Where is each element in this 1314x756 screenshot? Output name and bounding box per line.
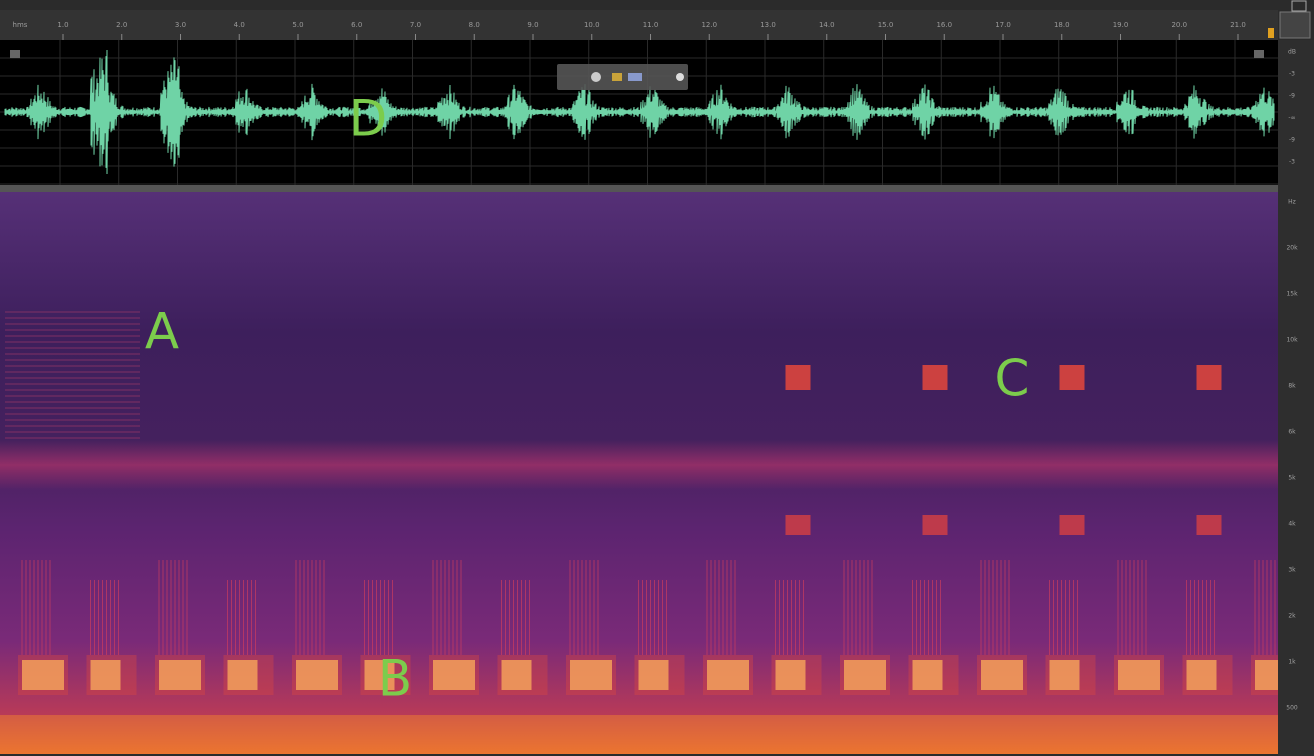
zoom-button[interactable]	[1280, 12, 1310, 38]
hud-toolbar[interactable]	[557, 64, 688, 90]
playhead[interactable]	[1268, 28, 1274, 38]
frequency-label: Hz	[1288, 199, 1296, 206]
syllable-edge	[1183, 655, 1233, 695]
syllable-edge	[1046, 655, 1096, 695]
ruler-label: 18.0	[1054, 21, 1070, 29]
amplitude-label: dB	[1288, 49, 1296, 56]
hud-button[interactable]	[676, 73, 684, 81]
ruler-label: 1.0	[57, 21, 68, 29]
amplitude-label: -9	[1289, 93, 1295, 100]
annotation: C	[995, 350, 1030, 408]
time-ruler	[0, 10, 1278, 40]
ruler-label: 4.0	[234, 21, 245, 29]
syllable-edge	[224, 655, 274, 695]
hud-button[interactable]	[591, 72, 601, 82]
ruler-label: 5.0	[292, 21, 303, 29]
ruler-label: 6.0	[351, 21, 362, 29]
hud-button[interactable]	[628, 73, 642, 81]
syllable-edge	[292, 655, 342, 695]
syllable-edge	[635, 655, 685, 695]
ruler-label: 20.0	[1171, 21, 1187, 29]
editor: hms 1.0 2.0 3.0 4.0 5.0 6.0 7.0 8.0 9.0 10.0 11.0 12…	[0, 0, 1314, 756]
call	[1197, 515, 1222, 535]
annotation: D	[349, 90, 388, 148]
frequency-label: 6k	[1288, 429, 1296, 436]
frequency-label: 5k	[1288, 475, 1296, 482]
frequency-label: 1k	[1288, 659, 1296, 666]
syllable-edge	[977, 655, 1027, 695]
ruler-label: 2.0	[116, 21, 127, 29]
syllable-edge	[429, 655, 479, 695]
call	[786, 515, 811, 535]
hud-button[interactable]	[612, 73, 622, 81]
frequency-label: 15k	[1286, 291, 1298, 298]
frequency-label: 20k	[1286, 245, 1298, 252]
amplitude-label: -9	[1289, 137, 1295, 144]
call	[923, 365, 948, 390]
frequency-label: 10k	[1286, 337, 1298, 344]
frequency-label: 4k	[1288, 521, 1296, 528]
amplitude-label: -3	[1289, 71, 1295, 78]
frequency-label: 3k	[1288, 567, 1296, 574]
ruler-label: 13.0	[760, 21, 776, 29]
panel-icon[interactable]	[1254, 50, 1264, 58]
ruler-label: 10.0	[584, 21, 600, 29]
annotation: B	[378, 650, 412, 708]
syllable-edge	[566, 655, 616, 695]
syllable-edge	[1114, 655, 1164, 695]
syllable-edge	[772, 655, 822, 695]
call	[1060, 365, 1085, 390]
amplitude-label: -∞	[1288, 115, 1295, 122]
divider[interactable]	[0, 185, 1278, 192]
call	[923, 515, 948, 535]
scale-panel	[1278, 40, 1314, 756]
call	[1197, 365, 1222, 390]
ruler-label: 16.0	[936, 21, 952, 29]
frequency-label: 8k	[1288, 383, 1296, 390]
spacer	[1268, 0, 1290, 10]
frequency-label: 500	[1286, 705, 1298, 712]
ruler-label: 11.0	[643, 21, 659, 29]
syllable-edge	[909, 655, 959, 695]
syllable-edge	[703, 655, 753, 695]
ruler-label: 9.0	[527, 21, 538, 29]
amplitude-label: -3	[1289, 159, 1295, 166]
spectral-band	[0, 440, 1278, 490]
ruler-label: 7.0	[410, 21, 421, 29]
annotation: A	[145, 303, 179, 361]
ruler-label: 15.0	[878, 21, 894, 29]
ruler-label: 17.0	[995, 21, 1011, 29]
syllable-edge	[18, 655, 68, 695]
ruler-label: 8.0	[469, 21, 480, 29]
syllable-edge	[840, 655, 890, 695]
ruler-label: 14.0	[819, 21, 835, 29]
frequency-label: 2k	[1288, 613, 1296, 620]
ruler-unit: hms	[13, 21, 28, 29]
ruler-label: 19.0	[1113, 21, 1129, 29]
call	[1060, 515, 1085, 535]
syllable-edge	[155, 655, 205, 695]
syllable-edge	[498, 655, 548, 695]
call	[786, 365, 811, 390]
noise-floor	[0, 715, 1278, 754]
ruler-label: 21.0	[1230, 21, 1246, 29]
ruler-label: 3.0	[175, 21, 186, 29]
ruler-label: 12.0	[701, 21, 717, 29]
panel-icon[interactable]	[10, 50, 20, 58]
syllable-edge	[87, 655, 137, 695]
